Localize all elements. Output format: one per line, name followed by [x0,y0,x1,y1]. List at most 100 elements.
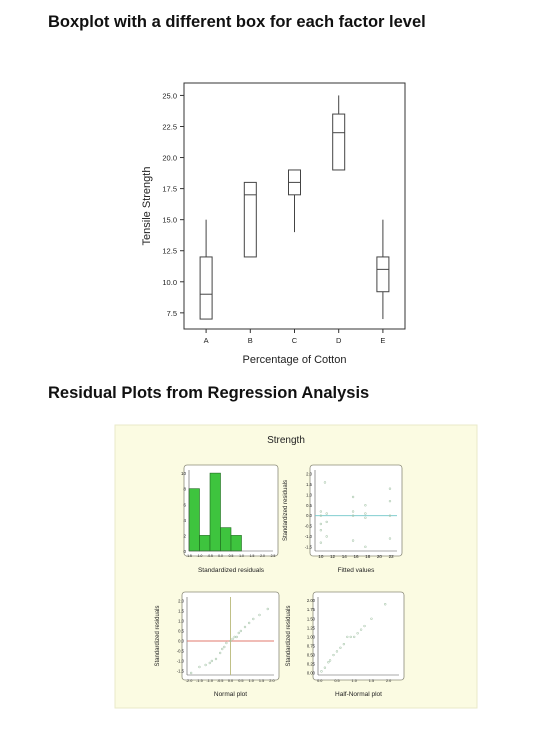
data-point [214,657,218,661]
x-tick-label: 0.0 [218,554,223,558]
y-tick-label: 1.00 [307,634,316,639]
data-point [239,629,243,633]
data-point [327,661,330,664]
x-tick-label: 1.0 [352,679,357,683]
x-tick-label: 12 [330,554,336,559]
x-tick-label: 2.0 [386,679,391,683]
residual-subplot-2: -1.5 -1.0 -0.5 0.0 0.5 1.0 1.5 2.0 10 12 14 16 18 20 2… [283,464,403,574]
y-tick-label: -0.5 [177,649,185,654]
data-point [223,645,226,649]
data-point [319,514,323,517]
data-point [325,520,328,524]
data-point [356,632,359,635]
x-tick-label: 18 [365,554,371,559]
data-point [210,659,214,663]
x-tick-label: -1.5 [196,679,203,683]
histogram-bar [188,488,200,552]
y-tick-label: 25.0 [162,91,177,100]
y-tick-label: 12.5 [162,247,177,256]
x-axis-label: Fitted values [338,567,376,574]
data-point [189,671,193,675]
data-point [323,666,327,669]
y-tick-label: 2.00 [307,598,316,603]
data-point [352,635,356,639]
y-tick-label: 1.25 [307,625,316,630]
data-point [388,537,392,540]
y-axis-label: Tensile Strength [141,167,153,246]
y-tick-label: 0.50 [307,653,316,658]
data-point [359,628,363,631]
data-point [332,653,335,657]
x-tick-label: 0.5 [238,679,243,683]
y-tick-label: 10 [181,471,187,476]
residual-subplot-3: -1.5-1.0-0.50.00.51.01.52.0-2.0 -1.5 -1.0-… [155,591,280,698]
x-tick-label: A [204,336,209,345]
y-tick-label: 22.5 [162,122,177,131]
x-tick-label: 1.0 [249,679,254,683]
data-point [323,481,327,484]
data-point [319,529,323,532]
data-point [363,624,366,628]
x-tick-label: 1.5 [250,554,255,558]
data-point [204,663,207,667]
data-point [335,650,339,653]
box-B [243,181,257,258]
y-tick-label: 1.75 [307,607,316,612]
y-tick-label: -0.5 [305,524,313,529]
y-tick-label: 0.5 [306,503,312,508]
x-tick-label: E [380,336,385,345]
data-point [346,635,349,639]
x-tick-label: 16 [353,554,359,559]
residual-subplot-1: 0 2 4 6 8 10 -1.5 -1.0 -0.5 0.0 0.5 1.0 1.5 2.0 2.5 Sta… [181,464,279,574]
subplot-frame [183,464,279,557]
y-tick-label: 1.0 [306,492,312,497]
data-point [243,625,247,629]
histogram-bar [230,535,242,552]
x-tick-label: 10 [318,554,324,559]
data-point [325,512,328,515]
x-tick-label: 1.0 [239,554,244,558]
y-tick-label: 0.00 [307,671,316,676]
x-tick-label: 0.5 [334,679,339,683]
data-point [319,541,323,544]
data-point [339,646,342,649]
x-tick-label: 1.5 [369,679,374,683]
data-point [258,613,261,617]
data-point [208,661,211,665]
data-point [320,670,323,673]
y-tick-label: 4 [183,518,186,523]
y-tick-label: 0.75 [307,643,316,648]
data-point [252,617,255,621]
residual-subplot-4: 0.00 0.25 0.50 0.75 1.00 1.25 1.50 1.75 2.00 0.0 0… [286,591,405,698]
subplot-frame [309,464,403,557]
x-tick-label: 14 [342,554,348,559]
x-tick-label: 0.0 [228,679,233,683]
boxplot-section-heading: Boxplot with a different box for each fa… [48,13,426,31]
x-tick-label: C [292,336,298,345]
y-axis-label: Standardized residuals [286,605,292,666]
y-tick-label: 7.5 [167,309,177,318]
data-point [237,631,240,635]
x-tick-label: -1.0 [207,679,214,683]
data-point [351,539,355,542]
panel-title: Strength [267,435,305,446]
y-tick-label: 17.5 [162,185,177,194]
histogram-bar [209,472,221,552]
y-tick-label: 8 [183,487,186,492]
data-point [235,635,238,639]
x-tick-label: 0.0 [317,679,322,683]
y-tick-label: 2 [183,533,186,538]
data-point [229,639,232,643]
x-tick-label: 2.5 [271,554,276,558]
x-tick-label: -0.5 [217,679,224,683]
x-tick-label: D [336,336,342,345]
box-E [376,256,390,293]
x-axis-label: Standardized residuals [198,567,265,574]
y-tick-label: 1.5 [178,609,184,614]
data-point [351,495,355,499]
panel-background [114,424,478,709]
y-tick-label: 10.0 [162,278,177,287]
y-tick-label: -1.0 [305,534,313,539]
x-tick-label: B [248,336,253,345]
